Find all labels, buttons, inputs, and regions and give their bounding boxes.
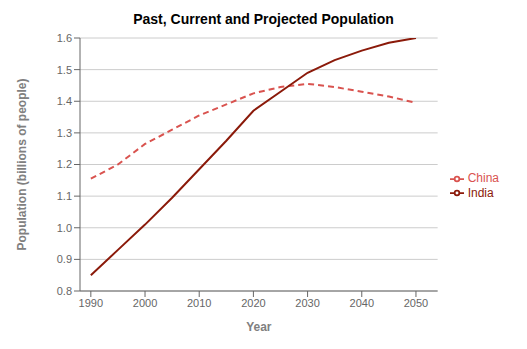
svg-text:2020: 2020 [241, 297, 265, 309]
svg-text:0.9: 0.9 [57, 253, 72, 265]
svg-text:1.2: 1.2 [57, 158, 72, 170]
html-text:Past, Current and Projected Po: Past, Current and Projected Population [133, 11, 394, 27]
svg-text:Population (billions of people: Population (billions of people) [15, 79, 29, 251]
svg-text:1.1: 1.1 [57, 190, 72, 202]
svg-text:1.5: 1.5 [57, 64, 72, 76]
svg-text:2000: 2000 [133, 297, 157, 309]
html-text:China: China [467, 170, 499, 185]
svg-text:2030: 2030 [295, 297, 319, 309]
svg-text:1.6: 1.6 [57, 32, 72, 44]
svg-text:1.4: 1.4 [57, 95, 72, 107]
svg-text:1.3: 1.3 [57, 127, 72, 139]
svg-text:1.0: 1.0 [57, 222, 72, 234]
svg-text:2040: 2040 [350, 297, 374, 309]
svg-text:2050: 2050 [404, 297, 428, 309]
svg-text:0.8: 0.8 [57, 285, 72, 297]
svg-text:2010: 2010 [187, 297, 211, 309]
svg-text:Year: Year [246, 320, 272, 334]
svg-text:1990: 1990 [79, 297, 103, 309]
html-text:India: India [467, 185, 494, 200]
